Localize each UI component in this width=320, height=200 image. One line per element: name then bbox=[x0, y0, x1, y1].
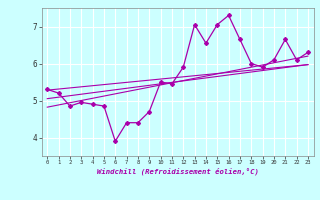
X-axis label: Windchill (Refroidissement éolien,°C): Windchill (Refroidissement éolien,°C) bbox=[97, 168, 259, 175]
